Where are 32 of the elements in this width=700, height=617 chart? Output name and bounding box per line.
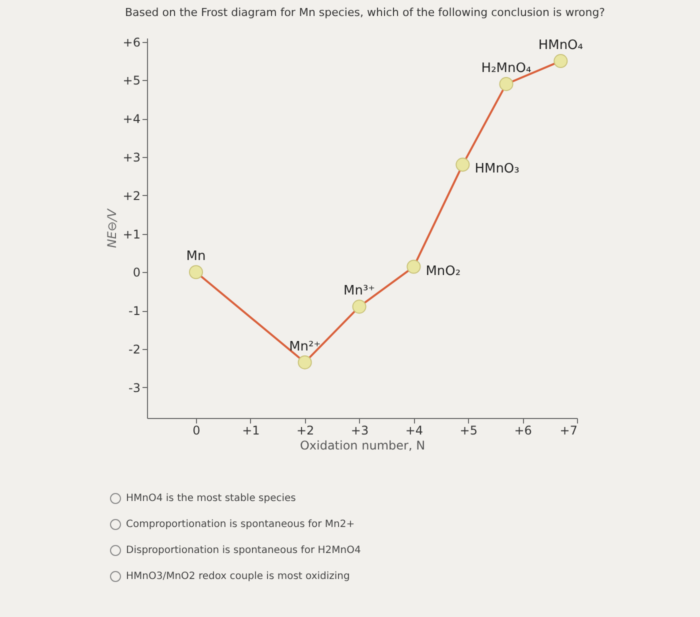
annotation: MnO₂ [426, 264, 461, 279]
annotation: HMnO₄ [538, 38, 584, 54]
y-tick-label: +4 [122, 112, 140, 126]
y-tick-label: +3 [122, 150, 140, 164]
annotation: HMnO₃ [474, 162, 520, 177]
x-tick-label: +4 [405, 424, 424, 438]
annotation: H₂MnO₄ [481, 61, 532, 76]
y-tick-label: +6 [122, 35, 140, 50]
y-axis-title: NE⊖/V [104, 208, 119, 248]
x-tick-label: 0 [192, 424, 200, 438]
text: Comproportionation is spontaneous for Mn2+ [126, 518, 355, 530]
y-tick-label: +5 [122, 74, 140, 88]
y-tick-label: +1 [122, 227, 140, 242]
y-tick-label: 0 [132, 266, 140, 280]
x-tick-label: +3 [350, 424, 369, 438]
x-axis-title: Oxidation number, N [300, 438, 426, 452]
annotation: Mn [186, 249, 206, 264]
y-tick-label: -2 [128, 342, 140, 356]
chart-title: Based on the Frost diagram for Mn species, which of the following conclusion is wrong? [125, 6, 606, 19]
y-tick-label: +2 [122, 188, 140, 203]
y-tick-label: -1 [128, 304, 140, 318]
text: Disproportionation is spontaneous for H2MnO4 [126, 544, 361, 556]
x-tick-label: +7 [560, 424, 578, 438]
text: HMnO4 is the most stable species [126, 492, 296, 504]
x-tick-label: +5 [460, 424, 478, 438]
x-tick-label: +2 [296, 424, 314, 438]
y-tick-label: -3 [128, 380, 140, 395]
x-tick-label: +6 [514, 424, 532, 438]
annotation: Mn²⁺ [289, 339, 321, 354]
text: HMnO3/MnO2 redox couple is most oxidizing [126, 570, 350, 582]
annotation: Mn³⁺ [344, 284, 376, 299]
x-tick-label: +1 [242, 424, 260, 438]
